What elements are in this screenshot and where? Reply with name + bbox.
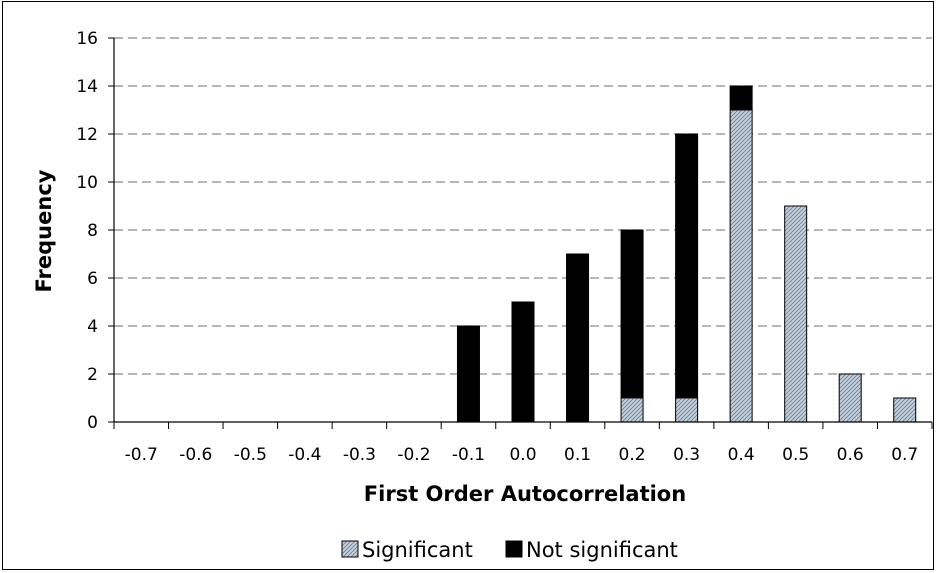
- y-tick-label: 0: [87, 413, 98, 433]
- y-tick-label: 4: [87, 317, 98, 337]
- legend-swatch-significant: [341, 540, 359, 558]
- x-tick-label: 0.3: [673, 445, 700, 465]
- bar-significant: [620, 397, 644, 423]
- y-tick-label: 12: [76, 125, 98, 145]
- x-tick-label: 0.4: [728, 445, 755, 465]
- x-tick-label: 0.2: [619, 445, 646, 465]
- bar-not-significant: [675, 133, 699, 399]
- x-tick-label: -0.6: [179, 445, 212, 465]
- x-tick-label: 0.7: [891, 445, 918, 465]
- x-tick-label: -0.5: [234, 445, 267, 465]
- bar-significant: [675, 397, 699, 423]
- x-tick-label: 0.6: [837, 445, 864, 465]
- bar-not-significant: [620, 229, 644, 399]
- bar-not-significant: [729, 85, 753, 111]
- y-tick-label: 8: [87, 221, 98, 241]
- x-tick-label: 0.0: [509, 445, 536, 465]
- legend-label-not-significant: Not significant: [526, 538, 678, 562]
- y-tick-label: 14: [76, 77, 98, 97]
- legend-swatch-not-significant: [505, 540, 523, 558]
- bar-not-significant: [566, 253, 590, 423]
- y-tick-label: 2: [87, 365, 98, 385]
- axes: [108, 37, 933, 429]
- x-tick-label: -0.3: [343, 445, 376, 465]
- x-tick-label: -0.2: [397, 445, 430, 465]
- y-tick-labels: 0 2 4 6 8 10 12 14 16: [76, 29, 98, 433]
- y-tick-label: 6: [87, 269, 98, 289]
- x-tick-label: -0.4: [288, 445, 321, 465]
- x-tick-label: -0.1: [452, 445, 485, 465]
- bar-significant: [729, 109, 753, 423]
- x-tick-label: -0.7: [125, 445, 158, 465]
- x-tick-label: 0.1: [564, 445, 591, 465]
- bars: [456, 85, 917, 423]
- legend: Significant Not significant: [341, 538, 678, 562]
- y-tick-label: 10: [76, 173, 98, 193]
- y-tick-label: 16: [76, 29, 98, 49]
- bar-significant: [893, 397, 917, 423]
- bar-significant: [784, 205, 808, 423]
- y-axis-title: Frequency: [32, 169, 56, 292]
- x-tick-label: 0.5: [782, 445, 809, 465]
- bar-not-significant: [456, 325, 480, 423]
- x-tick-labels: -0.7 -0.6 -0.5 -0.4 -0.3 -0.2 -0.1 0.0 0.1 0.2 0.3…: [125, 445, 919, 465]
- bar-not-significant: [511, 301, 535, 423]
- x-axis-title: First Order Autocorrelation: [364, 482, 686, 506]
- legend-label-significant: Significant: [362, 538, 473, 562]
- bar-significant: [838, 373, 862, 423]
